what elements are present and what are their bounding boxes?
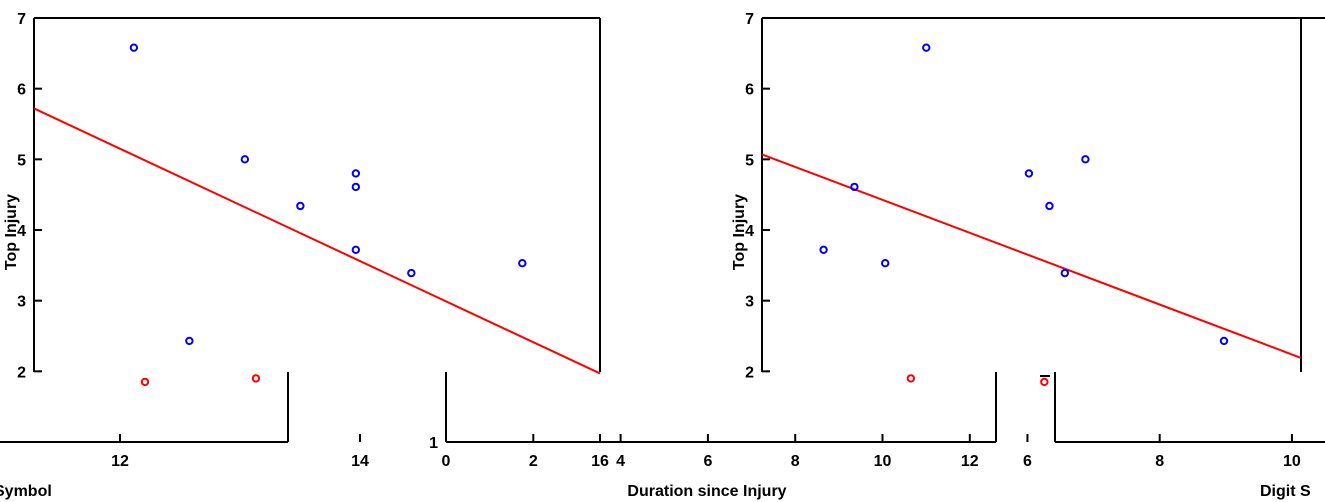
y-axis-title: Top Injury [731,194,748,270]
y-tick-label: 4 [745,223,754,240]
data-point-blue [351,182,361,192]
y-tick-label: 5 [745,152,754,169]
data-point-red [1040,377,1049,387]
y-tick-label: 6 [17,82,26,99]
data-point-blue [296,201,305,211]
x-tick-label: 12 [111,453,129,470]
x-ticks: 6 8 10 [1023,434,1301,470]
data-point-blue [881,259,890,268]
y-ticks: 1 [429,435,454,452]
x-tick-label: 8 [1155,453,1164,470]
chart-panel-digit: 2 3 4 5 6 7 6 8 10 Top Injury Digit S [731,11,1325,500]
x-tick-label: 6 [703,453,712,470]
data-marks [761,43,1302,387]
plot-area [762,18,1325,372]
data-point-red [906,374,916,383]
x-tick-label: 12 [961,453,979,470]
x-tick-label: 8 [791,453,800,470]
y-tick-label: 2 [17,364,26,381]
data-point-blue [351,169,361,178]
data-point-blue [1081,155,1090,164]
data-point-blue [819,245,828,254]
data-point-blue [129,43,139,52]
x-tick-label: 6 [1023,453,1032,470]
x-tick-label: 16 [591,453,609,470]
data-point-blue [407,268,416,278]
regression-line [33,107,601,375]
data-point-blue [1219,336,1229,346]
y-tick-label: 7 [17,11,26,28]
data-point-blue [351,245,361,254]
y-tick-label: 5 [17,152,26,169]
data-point-red [251,374,261,383]
x-tick-label: 2 [529,453,538,470]
y-tick-label: 2 [745,364,754,381]
x-tick-label: 0 [442,453,451,470]
x-tick-label: 14 [351,453,369,470]
y-tick-label: 6 [745,82,754,99]
x-axis-title: Symbol [0,483,52,500]
y-tick-label: 7 [745,11,754,28]
y-ticks: 2 3 4 5 6 7 [745,11,770,381]
chart-panel-duration: 0 2 4 6 8 10 12 1 Duration since Injury [429,372,997,500]
data-point-red [140,377,150,387]
x-tick-label: 10 [874,453,892,470]
y-axis-title: Top Injury [3,194,20,270]
data-marks [33,43,601,387]
data-point-blue [240,155,250,164]
x-axis-title: Duration since Injury [627,483,786,500]
x-tick-label: 10 [1283,453,1301,470]
y-tick-label: 1 [429,435,438,452]
data-point-blue [922,43,931,52]
data-point-blue [185,336,194,346]
x-ticks: 0 2 4 6 8 10 12 [442,434,979,470]
plot-area [34,18,600,372]
data-point-blue [1024,169,1034,178]
y-tick-label: 4 [17,223,26,240]
y-tick-label: 3 [17,294,26,311]
data-point-blue [1045,201,1054,211]
data-point-blue [1060,268,1070,278]
data-point-blue [850,182,859,192]
x-axis-title: Digit S [1260,483,1311,500]
data-point-blue [518,259,527,268]
y-ticks: 2 3 4 5 6 7 [17,11,42,381]
y-tick-label: 3 [745,294,754,311]
x-ticks: 12 14 16 [111,434,609,470]
x-tick-label: 4 [616,453,625,470]
